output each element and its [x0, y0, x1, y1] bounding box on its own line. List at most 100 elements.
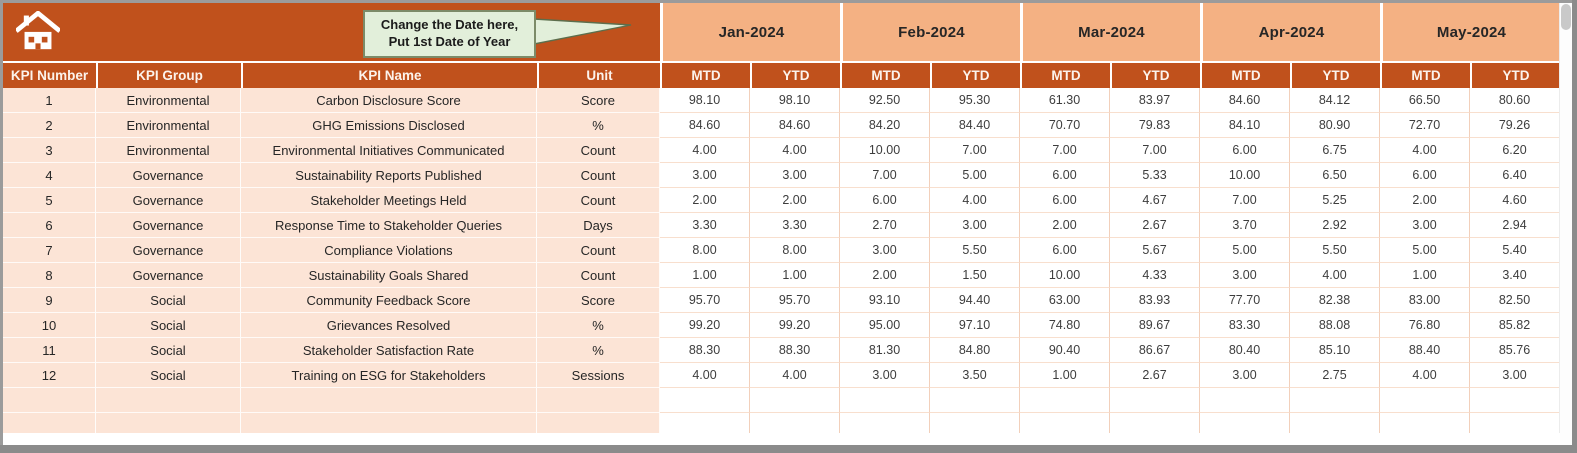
cell-value[interactable]: 3.70: [1200, 213, 1290, 238]
cell-value[interactable]: 3.50: [930, 363, 1020, 388]
cell-value[interactable]: 88.30: [750, 338, 840, 363]
cell-value[interactable]: 83.00: [1380, 288, 1470, 313]
cell-unit[interactable]: Score: [537, 88, 660, 113]
cell-unit[interactable]: Days: [537, 213, 660, 238]
cell-value[interactable]: 88.08: [1290, 313, 1380, 338]
cell-value[interactable]: 2.70: [840, 213, 930, 238]
cell-value[interactable]: 83.97: [1110, 88, 1200, 113]
month-header-apr-2024[interactable]: Apr-2024: [1200, 3, 1380, 61]
cell-empty[interactable]: [1110, 388, 1200, 413]
cell-value[interactable]: 1.50: [930, 263, 1020, 288]
cell-kpi-group[interactable]: Governance: [96, 188, 241, 213]
cell-value[interactable]: 6.00: [1020, 238, 1110, 263]
cell-value[interactable]: 5.67: [1110, 238, 1200, 263]
cell-value[interactable]: 3.00: [840, 363, 930, 388]
cell-empty[interactable]: [1200, 388, 1290, 413]
cell-kpi-number[interactable]: 12: [3, 363, 96, 388]
cell-empty[interactable]: [1470, 413, 1560, 435]
cell-value[interactable]: 6.00: [1200, 138, 1290, 163]
subheader-feb-2024-ytd[interactable]: YTD: [930, 63, 1020, 88]
cell-value[interactable]: 6.40: [1470, 163, 1560, 188]
cell-empty[interactable]: [1020, 388, 1110, 413]
cell-unit[interactable]: Count: [537, 188, 660, 213]
cell-kpi-number[interactable]: 3: [3, 138, 96, 163]
cell-kpi-name[interactable]: Compliance Violations: [241, 238, 537, 263]
cell-value[interactable]: 2.00: [1020, 213, 1110, 238]
cell-empty[interactable]: [3, 388, 96, 413]
cell-value[interactable]: 99.20: [750, 313, 840, 338]
cell-value[interactable]: 6.00: [1020, 188, 1110, 213]
cell-kpi-number[interactable]: 7: [3, 238, 96, 263]
cell-kpi-number[interactable]: 5: [3, 188, 96, 213]
cell-value[interactable]: 3.00: [1200, 363, 1290, 388]
cell-unit[interactable]: Count: [537, 238, 660, 263]
cell-empty[interactable]: [537, 388, 660, 413]
subheader-jan-2024-ytd[interactable]: YTD: [750, 63, 840, 88]
cell-kpi-number[interactable]: 1: [3, 88, 96, 113]
cell-value[interactable]: 5.40: [1470, 238, 1560, 263]
cell-kpi-name[interactable]: Stakeholder Satisfaction Rate: [241, 338, 537, 363]
cell-kpi-number[interactable]: 10: [3, 313, 96, 338]
cell-value[interactable]: 3.30: [660, 213, 750, 238]
cell-value[interactable]: 7.00: [1020, 138, 1110, 163]
cell-value[interactable]: 3.00: [930, 213, 1020, 238]
cell-value[interactable]: 95.30: [930, 88, 1020, 113]
cell-value[interactable]: 7.00: [840, 163, 930, 188]
cell-value[interactable]: 2.00: [1380, 188, 1470, 213]
cell-value[interactable]: 4.00: [660, 138, 750, 163]
cell-value[interactable]: 2.00: [660, 188, 750, 213]
cell-value[interactable]: 82.38: [1290, 288, 1380, 313]
column-header-unit[interactable]: Unit: [537, 63, 660, 88]
cell-empty[interactable]: [537, 413, 660, 435]
cell-value[interactable]: 80.90: [1290, 113, 1380, 138]
cell-empty[interactable]: [1470, 388, 1560, 413]
cell-value[interactable]: 82.50: [1470, 288, 1560, 313]
month-header-jan-2024[interactable]: Jan-2024: [660, 3, 840, 61]
cell-kpi-name[interactable]: GHG Emissions Disclosed: [241, 113, 537, 138]
cell-value[interactable]: 74.80: [1020, 313, 1110, 338]
cell-kpi-number[interactable]: 4: [3, 163, 96, 188]
cell-value[interactable]: 94.40: [930, 288, 1020, 313]
cell-value[interactable]: 77.70: [1200, 288, 1290, 313]
cell-empty[interactable]: [660, 388, 750, 413]
cell-value[interactable]: 4.00: [750, 363, 840, 388]
cell-empty[interactable]: [840, 388, 930, 413]
cell-value[interactable]: 3.00: [660, 163, 750, 188]
cell-value[interactable]: 85.76: [1470, 338, 1560, 363]
cell-kpi-group[interactable]: Social: [96, 313, 241, 338]
subheader-jan-2024-mtd[interactable]: MTD: [660, 63, 750, 88]
cell-empty[interactable]: [1110, 413, 1200, 435]
cell-kpi-number[interactable]: 6: [3, 213, 96, 238]
cell-value[interactable]: 84.80: [930, 338, 1020, 363]
cell-empty[interactable]: [96, 413, 241, 435]
cell-value[interactable]: 2.67: [1110, 363, 1200, 388]
cell-value[interactable]: 2.00: [750, 188, 840, 213]
cell-value[interactable]: 80.60: [1470, 88, 1560, 113]
cell-value[interactable]: 1.00: [1020, 363, 1110, 388]
home-button[interactable]: [14, 9, 62, 54]
cell-value[interactable]: 1.00: [660, 263, 750, 288]
cell-value[interactable]: 6.00: [1020, 163, 1110, 188]
cell-value[interactable]: 10.00: [840, 138, 930, 163]
cell-value[interactable]: 83.93: [1110, 288, 1200, 313]
cell-empty[interactable]: [241, 388, 537, 413]
column-header-kpi-number[interactable]: KPI Number: [3, 63, 96, 88]
cell-kpi-name[interactable]: Carbon Disclosure Score: [241, 88, 537, 113]
cell-value[interactable]: 4.00: [660, 363, 750, 388]
subheader-feb-2024-mtd[interactable]: MTD: [840, 63, 930, 88]
cell-value[interactable]: 4.60: [1470, 188, 1560, 213]
cell-value[interactable]: 8.00: [660, 238, 750, 263]
cell-value[interactable]: 2.75: [1290, 363, 1380, 388]
cell-empty[interactable]: [1290, 413, 1380, 435]
cell-unit[interactable]: %: [537, 338, 660, 363]
cell-value[interactable]: 6.75: [1290, 138, 1380, 163]
cell-value[interactable]: 4.00: [930, 188, 1020, 213]
cell-value[interactable]: 89.67: [1110, 313, 1200, 338]
cell-value[interactable]: 66.50: [1380, 88, 1470, 113]
cell-value[interactable]: 2.94: [1470, 213, 1560, 238]
cell-kpi-name[interactable]: Stakeholder Meetings Held: [241, 188, 537, 213]
vertical-scrollbar-thumb[interactable]: [1561, 4, 1571, 30]
cell-value[interactable]: 85.10: [1290, 338, 1380, 363]
cell-value[interactable]: 97.10: [930, 313, 1020, 338]
cell-empty[interactable]: [3, 413, 96, 435]
